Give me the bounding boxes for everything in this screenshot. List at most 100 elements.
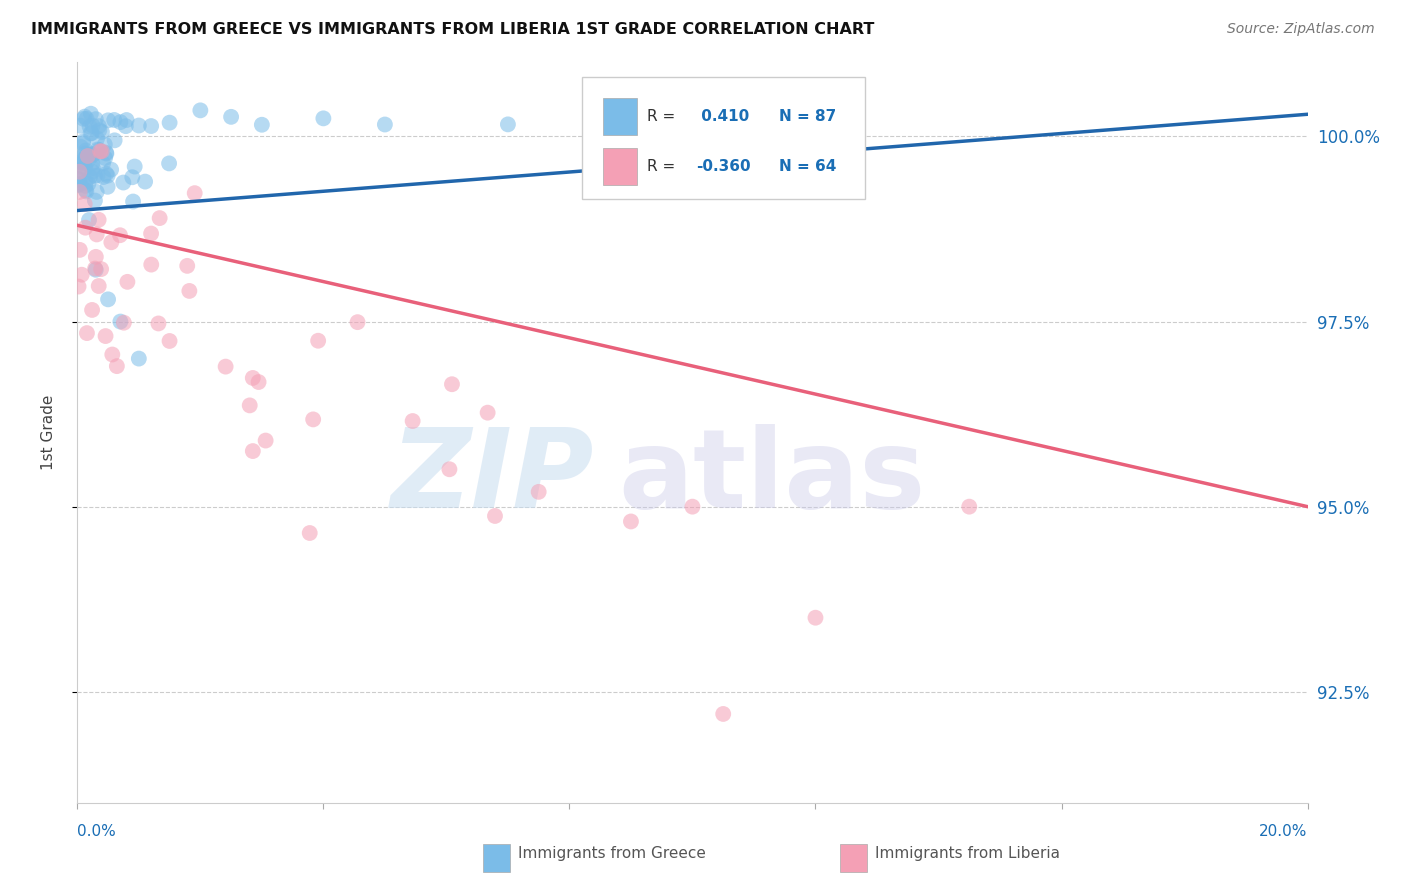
FancyBboxPatch shape [484,844,510,872]
Point [84,194,107,208]
Point [183,186,205,201]
Text: N = 87: N = 87 [779,109,835,124]
Point [73,161,96,176]
Point [112,176,135,190]
Text: N = 64: N = 64 [779,159,837,174]
Point [69,177,91,191]
Point [124,160,146,174]
Point [90,125,114,139]
Point [84,261,107,276]
Point [374,118,396,132]
Point [247,375,270,389]
Text: ZIP: ZIP [391,424,595,531]
Point [80,106,103,120]
Point [96,167,118,181]
Point [75,185,97,199]
Point [87,143,110,157]
Point [89,145,111,159]
Point [80,126,103,140]
Point [239,398,262,412]
Point [73,146,96,161]
Point [67,178,90,192]
Point [69,119,91,133]
Point [96,146,118,161]
Point [75,150,97,164]
Point [86,143,108,157]
Point [79,120,101,134]
Point [179,284,201,298]
Point [84,112,107,127]
Point [86,185,108,199]
Point [83,147,105,161]
Point [104,133,127,147]
Point [527,484,550,499]
Point [103,112,125,127]
Point [72,136,94,151]
Point [219,110,242,124]
Point [75,161,97,175]
Point [75,183,97,197]
Point [128,351,150,366]
Point [105,359,128,373]
Point [69,139,91,153]
Point [115,113,138,128]
Point [242,371,264,385]
Point [242,444,264,458]
Point [94,145,117,160]
Point [121,170,143,185]
Point [141,119,163,133]
Point [84,262,107,277]
Text: 20.0%: 20.0% [1260,824,1308,839]
Point [346,315,368,329]
Point [134,175,156,189]
FancyBboxPatch shape [603,98,637,135]
Point [72,152,94,166]
FancyBboxPatch shape [603,147,637,185]
Point [957,500,980,514]
Point [128,119,150,133]
Text: Immigrants from Greece: Immigrants from Greece [517,847,706,862]
Point [97,179,120,194]
Point [250,118,273,132]
Text: 0.0%: 0.0% [77,824,117,839]
Point [73,110,96,124]
Point [76,149,98,163]
Point [94,151,117,165]
Point [72,154,94,169]
Point [75,144,97,158]
FancyBboxPatch shape [582,78,865,200]
Point [77,213,100,227]
Point [82,148,104,162]
Point [70,268,93,282]
Point [67,171,90,186]
Point [312,112,335,126]
Point [91,156,114,170]
Point [108,228,131,243]
Point [440,377,463,392]
Point [82,156,104,170]
Point [94,137,117,152]
Point [682,500,704,514]
Point [477,406,499,420]
Point [82,119,104,133]
Point [80,147,103,161]
Point [159,334,181,348]
Point [69,172,91,186]
FancyBboxPatch shape [841,844,868,872]
Point [69,185,91,199]
Point [214,359,236,374]
Point [87,212,110,227]
Point [157,156,180,170]
Point [117,275,139,289]
Point [94,329,117,343]
Point [75,178,97,193]
Point [97,293,120,307]
Point [711,706,734,721]
Point [620,515,643,529]
Point [79,126,101,140]
Point [141,258,163,272]
Point [72,112,94,126]
Point [84,169,107,183]
Point [72,156,94,170]
Point [100,162,122,177]
